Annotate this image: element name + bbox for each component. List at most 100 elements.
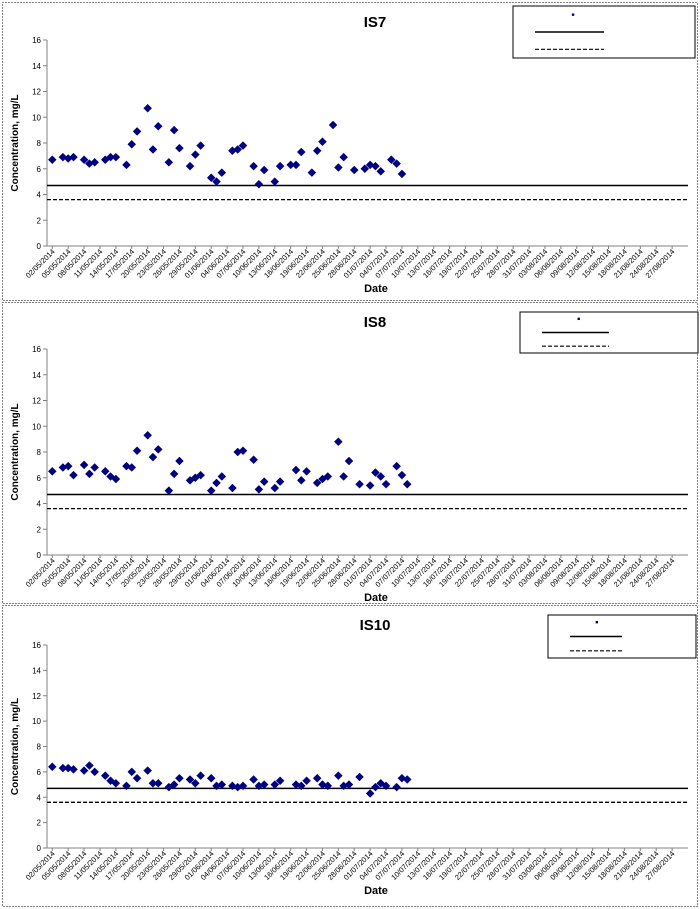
y-tick-label: 8 [37,139,42,148]
legend [547,614,697,659]
data-point [371,161,380,171]
y-tick-label: 0 [37,844,42,853]
y-tick-label: 0 [37,242,42,251]
y-axis-label: Concentration, mg/L [10,94,21,191]
panel-frame [2,2,698,301]
data-point [249,775,258,784]
data-point [381,479,391,489]
data-point [148,145,158,154]
data-point [148,452,158,462]
data-point [69,764,78,774]
data-point [371,468,380,477]
x-axis-label: Date [364,885,388,897]
data-point [402,775,412,784]
data-point [122,781,131,791]
data-point [233,145,243,154]
data-point [339,152,349,162]
data-point [249,455,258,465]
y-tick-label: 14 [32,371,41,380]
data-point [302,466,311,476]
y-tick-label: 6 [37,768,42,777]
data-point [185,161,195,171]
y-tick-label: 2 [37,216,42,225]
data-point [85,469,94,479]
x-axis-label: Date [364,592,388,604]
data-point [365,789,375,798]
data-point [217,780,227,789]
data-point [334,163,343,172]
data-point [302,776,311,786]
y-tick-label: 6 [37,474,42,483]
data-point [355,479,364,489]
y-tick-label: 8 [37,448,42,457]
data-point [360,164,370,174]
data-point [69,470,78,480]
data-point [397,470,407,480]
data-point [254,484,264,494]
data-point [143,103,153,113]
legend [512,5,696,59]
y-tick-label: 16 [32,641,41,650]
data-point [254,179,264,189]
data-point [153,121,163,131]
y-tick-label: 2 [37,525,42,534]
y-tick-label: 12 [32,88,41,97]
chart-title: IS8 [364,314,387,331]
data-point [238,781,248,791]
data-point [312,478,322,488]
chart-title: IS7 [364,14,387,31]
data-point [206,773,216,783]
data-point [328,120,338,130]
data-point [275,776,285,786]
data-point [196,141,205,150]
data-point [291,465,301,475]
data-point [169,125,179,135]
data-point [63,461,73,471]
data-point [392,461,401,471]
data-point [312,146,322,156]
data-point [47,155,57,165]
legend-marker-symbol [595,620,599,624]
y-tick-label: 10 [32,113,41,122]
data-point [238,446,248,456]
y-tick-label: 10 [32,422,41,431]
data-point [259,477,269,486]
y-tick-label: 8 [37,743,42,752]
data-point [386,155,396,165]
data-point [132,446,142,456]
data-point [164,157,174,167]
data-point [212,478,221,488]
data-point [122,461,131,471]
y-tick-label: 0 [37,551,42,560]
data-point [270,780,280,789]
data-point [175,773,184,783]
data-point [296,147,306,157]
data-point [196,470,205,480]
data-point [111,778,121,788]
data-point [275,161,285,171]
data-point [100,466,110,476]
data-point [259,780,269,789]
data-point [349,165,359,175]
data-point [291,160,301,170]
data-point [79,766,89,775]
data-point [175,143,184,153]
data-point [323,781,333,791]
data-point [296,781,306,791]
data-point [169,469,179,479]
data-point [270,483,280,493]
data-point [206,486,216,495]
y-axis-label: Concentration, mg/L [10,698,21,795]
legend-marker-symbol [571,13,575,16]
y-tick-label: 6 [37,165,42,174]
data-point [371,782,380,792]
data-point [90,157,100,167]
data-point [190,150,200,159]
data-point [206,173,216,183]
data-point [217,168,227,177]
x-axis-label: Date [364,283,388,295]
